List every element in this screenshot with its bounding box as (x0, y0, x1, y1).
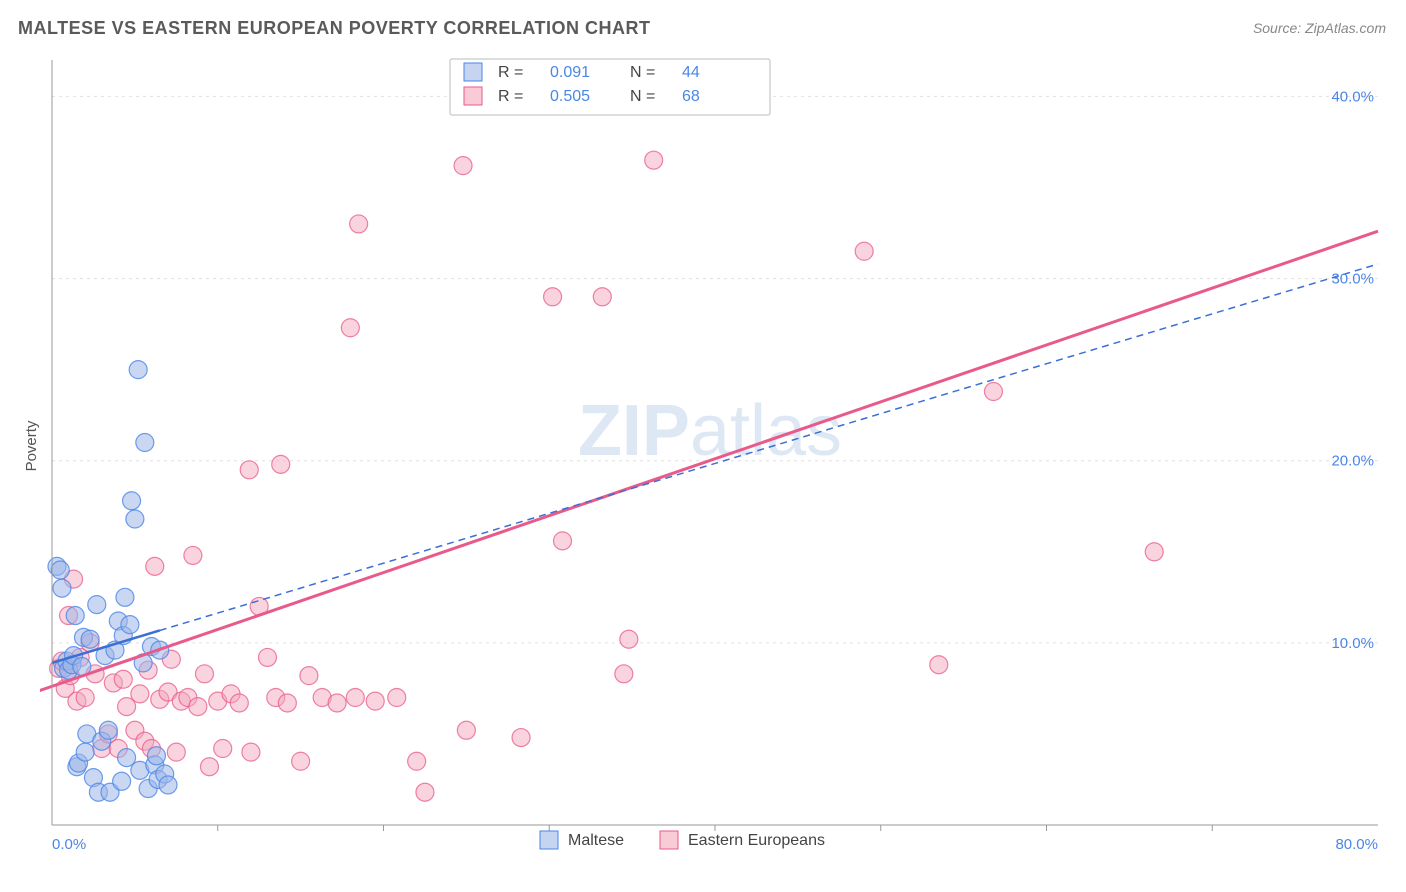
chart-title: MALTESE VS EASTERN EUROPEAN POVERTY CORR… (18, 18, 651, 39)
y-tick-label: 20.0% (1331, 453, 1374, 470)
legend-r-value: 0.091 (550, 64, 590, 81)
point-eastern-european (346, 689, 364, 707)
point-eastern-european (554, 532, 572, 550)
point-eastern-european (195, 665, 213, 683)
y-axis-label: Poverty (23, 421, 40, 472)
y-tick-label: 30.0% (1331, 271, 1374, 288)
trendline-eastern-european (40, 231, 1378, 692)
point-eastern-european (300, 667, 318, 685)
legend-series-label: Eastern Europeans (688, 832, 825, 849)
correlation-chart: ZIPatlas0.0%80.0%10.0%20.0%30.0%40.0%R =… (40, 55, 1388, 855)
point-maltese (147, 747, 165, 765)
point-maltese (66, 607, 84, 625)
legend-n-label: N = (630, 88, 655, 105)
legend-swatch (660, 831, 678, 849)
point-eastern-european (416, 783, 434, 801)
point-maltese (123, 492, 141, 510)
legend-n-value: 68 (682, 88, 700, 105)
point-maltese (126, 510, 144, 528)
point-maltese (113, 772, 131, 790)
legend-swatch (464, 87, 482, 105)
legend-swatch (464, 63, 482, 81)
point-eastern-european (366, 692, 384, 710)
point-eastern-european (114, 670, 132, 688)
point-maltese (136, 434, 154, 452)
point-eastern-european (184, 546, 202, 564)
point-eastern-european (189, 698, 207, 716)
legend-r-value: 0.505 (550, 88, 590, 105)
y-tick-label: 40.0% (1331, 88, 1374, 105)
point-maltese (116, 588, 134, 606)
point-eastern-european (131, 685, 149, 703)
point-maltese (81, 630, 99, 648)
point-eastern-european (408, 752, 426, 770)
point-eastern-european (620, 630, 638, 648)
y-tick-label: 10.0% (1331, 635, 1374, 652)
source-label: Source: ZipAtlas.com (1253, 20, 1386, 36)
point-eastern-european (593, 288, 611, 306)
legend-series-label: Maltese (568, 832, 624, 849)
point-maltese (53, 579, 71, 597)
point-eastern-european (214, 740, 232, 758)
point-eastern-european (855, 242, 873, 260)
point-eastern-european (146, 557, 164, 575)
point-maltese (121, 616, 139, 634)
trendline-maltese-extrapolated (160, 264, 1378, 630)
point-maltese (129, 361, 147, 379)
point-eastern-european (454, 157, 472, 175)
legend-n-label: N = (630, 64, 655, 81)
point-eastern-european (167, 743, 185, 761)
legend-n-value: 44 (682, 64, 700, 81)
point-eastern-european (272, 455, 290, 473)
legend-r-label: R = (498, 88, 523, 105)
point-eastern-european (278, 694, 296, 712)
point-eastern-european (1145, 543, 1163, 561)
point-maltese (159, 776, 177, 794)
point-eastern-european (240, 461, 258, 479)
point-maltese (76, 743, 94, 761)
point-eastern-european (230, 694, 248, 712)
point-eastern-european (292, 752, 310, 770)
legend-r-label: R = (498, 64, 523, 81)
point-maltese (99, 721, 117, 739)
point-eastern-european (388, 689, 406, 707)
x-tick-label: 0.0% (52, 836, 86, 853)
point-maltese (88, 596, 106, 614)
point-eastern-european (512, 729, 530, 747)
point-eastern-european (242, 743, 260, 761)
point-eastern-european (615, 665, 633, 683)
point-eastern-european (328, 694, 346, 712)
point-eastern-european (76, 689, 94, 707)
point-eastern-european (984, 383, 1002, 401)
point-eastern-european (258, 648, 276, 666)
point-eastern-european (930, 656, 948, 674)
point-eastern-european (457, 721, 475, 739)
point-maltese (51, 561, 69, 579)
point-eastern-european (645, 151, 663, 169)
point-eastern-european (341, 319, 359, 337)
point-eastern-european (200, 758, 218, 776)
x-tick-label: 80.0% (1335, 836, 1378, 853)
point-eastern-european (350, 215, 368, 233)
point-eastern-european (544, 288, 562, 306)
legend-swatch (540, 831, 558, 849)
